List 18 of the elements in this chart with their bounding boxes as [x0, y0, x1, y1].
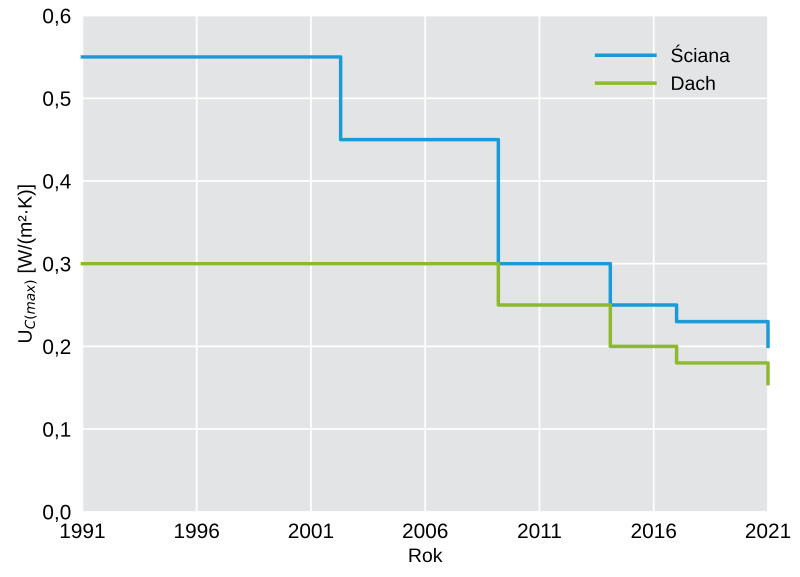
y-tick-label: 0,3: [43, 256, 70, 274]
x-tick-label: 2021: [746, 523, 790, 538]
y-tick-label: 0,0: [43, 504, 70, 522]
x-tick-label: 1991: [60, 523, 105, 538]
x-tick-label: 2011: [518, 523, 561, 538]
x-tick-label: 1996: [175, 523, 219, 538]
y-tick-label: 0,5: [43, 91, 70, 108]
y-axis-title: U$_{C(max)}$ [W/(m²·K)]: [18, 185, 37, 342]
x-tick-label: 2006: [403, 523, 448, 538]
x-axis-title: Rok: [410, 548, 443, 562]
y-tick-label: 0,2: [43, 339, 70, 357]
y-tick-label: 0,6: [43, 8, 70, 26]
x-tick-label: 2001: [288, 523, 334, 538]
legend-label: Ściana: [671, 44, 730, 62]
y-tick-label: 0,4: [43, 174, 71, 192]
y-tick-label: 0,1: [43, 422, 70, 440]
x-tick-label: 2016: [632, 523, 676, 538]
legend-label: Dach: [672, 76, 715, 90]
